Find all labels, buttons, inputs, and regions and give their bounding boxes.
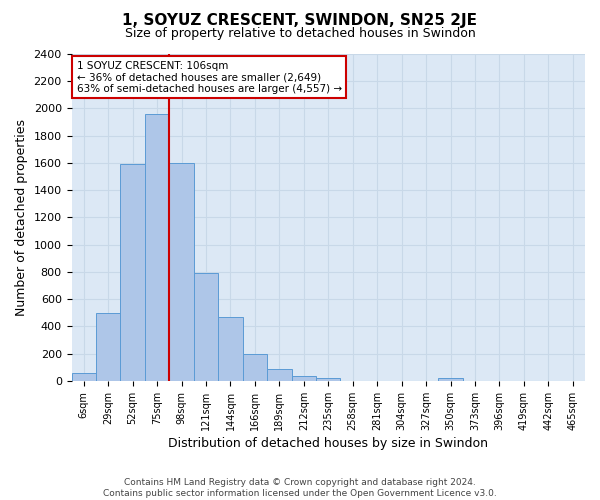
Bar [145,114,169,381]
Bar [438,378,463,381]
Bar [71,373,96,381]
Bar [169,163,194,381]
Text: 1, SOYUZ CRESCENT, SWINDON, SN25 2JE: 1, SOYUZ CRESCENT, SWINDON, SN25 2JE [122,12,478,28]
Bar [218,317,242,381]
Bar [96,313,121,381]
Bar [292,376,316,381]
X-axis label: Distribution of detached houses by size in Swindon: Distribution of detached houses by size … [168,437,488,450]
Y-axis label: Number of detached properties: Number of detached properties [15,119,28,316]
Text: Contains HM Land Registry data © Crown copyright and database right 2024.
Contai: Contains HM Land Registry data © Crown c… [103,478,497,498]
Text: 1 SOYUZ CRESCENT: 106sqm
← 36% of detached houses are smaller (2,649)
63% of sem: 1 SOYUZ CRESCENT: 106sqm ← 36% of detach… [77,60,342,94]
Bar [316,378,340,381]
Text: Size of property relative to detached houses in Swindon: Size of property relative to detached ho… [125,28,475,40]
Bar [121,164,145,381]
Bar [194,274,218,381]
Bar [242,354,267,381]
Bar [267,368,292,381]
